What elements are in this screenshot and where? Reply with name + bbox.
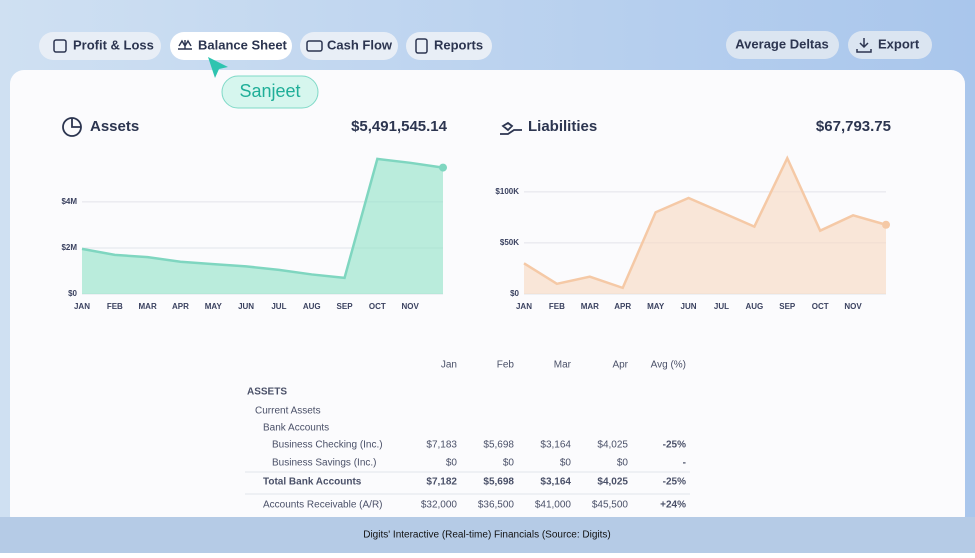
- cell: $5,698: [483, 440, 514, 451]
- end-point: [439, 163, 447, 172]
- y-tick-label: $0: [68, 289, 77, 298]
- caption-bar: [0, 517, 975, 553]
- cell: -: [683, 458, 686, 469]
- chart-total: $5,491,545.14: [351, 118, 448, 135]
- row-label: ASSETS: [247, 387, 287, 398]
- cell: $41,000: [535, 500, 572, 511]
- x-tick-label: AUG: [303, 302, 321, 311]
- x-tick-label: NOV: [402, 302, 420, 311]
- line: [81, 157, 444, 280]
- column-header: Apr: [612, 360, 628, 371]
- action-button[interactable]: Average Deltas: [726, 31, 839, 59]
- y-tick-label: $4M: [61, 197, 77, 206]
- row-label: Business Checking (Inc.): [272, 440, 383, 451]
- x-tick-label: JUL: [714, 302, 729, 311]
- cell: $4,025: [597, 440, 628, 451]
- cell: -25%: [663, 477, 686, 488]
- x-tick-label: JAN: [74, 302, 90, 311]
- cell: $7,183: [426, 440, 457, 451]
- caption: Digits' Interactive (Real-time) Financia…: [363, 530, 611, 541]
- cell: -25%: [663, 440, 686, 451]
- column-header: Avg (%): [651, 360, 686, 371]
- y-tick-label: $50K: [500, 238, 519, 247]
- tab[interactable]: Cash Flow: [300, 32, 398, 60]
- cell: $0: [503, 458, 515, 469]
- y-tick-label: $2M: [61, 243, 77, 252]
- cell: $0: [560, 458, 572, 469]
- x-tick-label: FEB: [549, 302, 565, 311]
- x-tick-label: MAY: [647, 302, 665, 311]
- tab[interactable]: Balance Sheet: [170, 32, 292, 60]
- tab-label[interactable]: Cash Flow: [327, 37, 393, 52]
- action-label[interactable]: Export: [878, 36, 920, 51]
- row-label: Business Savings (Inc.): [272, 458, 377, 469]
- y-tick-label: $100K: [495, 187, 519, 196]
- cursor-pill: [221, 75, 319, 109]
- chart-total: $67,793.75: [816, 118, 891, 135]
- column-header: Feb: [497, 360, 515, 371]
- cell: $3,164: [540, 477, 571, 488]
- action-button[interactable]: Export: [848, 31, 932, 59]
- row-label: Bank Accounts: [263, 423, 329, 434]
- cell: $36,500: [478, 500, 515, 511]
- x-tick-label: MAY: [205, 302, 223, 311]
- x-tick-label: MAR: [139, 302, 157, 311]
- x-tick-label: FEB: [107, 302, 123, 311]
- tab-label[interactable]: Balance Sheet: [198, 37, 288, 52]
- liabilities-icon: [500, 121, 522, 135]
- assets-icon: [71, 118, 81, 128]
- cursor-label: Sanjeet: [239, 81, 300, 101]
- x-tick-label: MAR: [581, 302, 599, 311]
- x-tick-label: JAN: [516, 302, 532, 311]
- row-label: Total Bank Accounts: [263, 477, 362, 488]
- column-header: Jan: [441, 360, 457, 371]
- cell: $3,164: [540, 440, 571, 451]
- cell: $0: [446, 458, 458, 469]
- chart-title: Assets: [90, 118, 139, 135]
- cursor: [208, 57, 228, 78]
- x-tick-label: SEP: [337, 302, 354, 311]
- tab[interactable]: Profit & Loss: [39, 32, 161, 60]
- x-tick-label: JUN: [681, 302, 697, 311]
- row-label: Current Assets: [255, 406, 321, 417]
- x-tick-label: OCT: [812, 302, 829, 311]
- cell: $4,025: [597, 477, 628, 488]
- column-header: Mar: [554, 360, 572, 371]
- area: [524, 158, 886, 294]
- y-tick-label: $0: [510, 289, 519, 298]
- cell: $32,000: [421, 500, 458, 511]
- x-tick-label: NOV: [844, 302, 862, 311]
- tab-label[interactable]: Profit & Loss: [73, 37, 154, 52]
- x-tick-label: SEP: [779, 302, 796, 311]
- cell: $0: [617, 458, 629, 469]
- tab-label[interactable]: Reports: [434, 37, 483, 52]
- cell: $5,698: [483, 477, 514, 488]
- cell: +24%: [660, 500, 686, 511]
- line: [523, 155, 887, 290]
- card: [10, 70, 965, 530]
- cell: $7,182: [426, 477, 457, 488]
- chart-title: Liabilities: [528, 118, 597, 135]
- x-tick-label: JUL: [271, 302, 286, 311]
- end-point: [882, 220, 890, 229]
- x-tick-label: AUG: [745, 302, 763, 311]
- tab[interactable]: Reports: [406, 32, 492, 60]
- action-label[interactable]: Average Deltas: [735, 36, 828, 51]
- cell: $45,500: [592, 500, 629, 511]
- x-tick-label: APR: [614, 302, 631, 311]
- x-tick-label: OCT: [369, 302, 386, 311]
- row-label: Accounts Receivable (A/R): [263, 500, 383, 511]
- x-tick-label: JUN: [238, 302, 254, 311]
- area: [82, 158, 443, 294]
- x-tick-label: APR: [172, 302, 189, 311]
